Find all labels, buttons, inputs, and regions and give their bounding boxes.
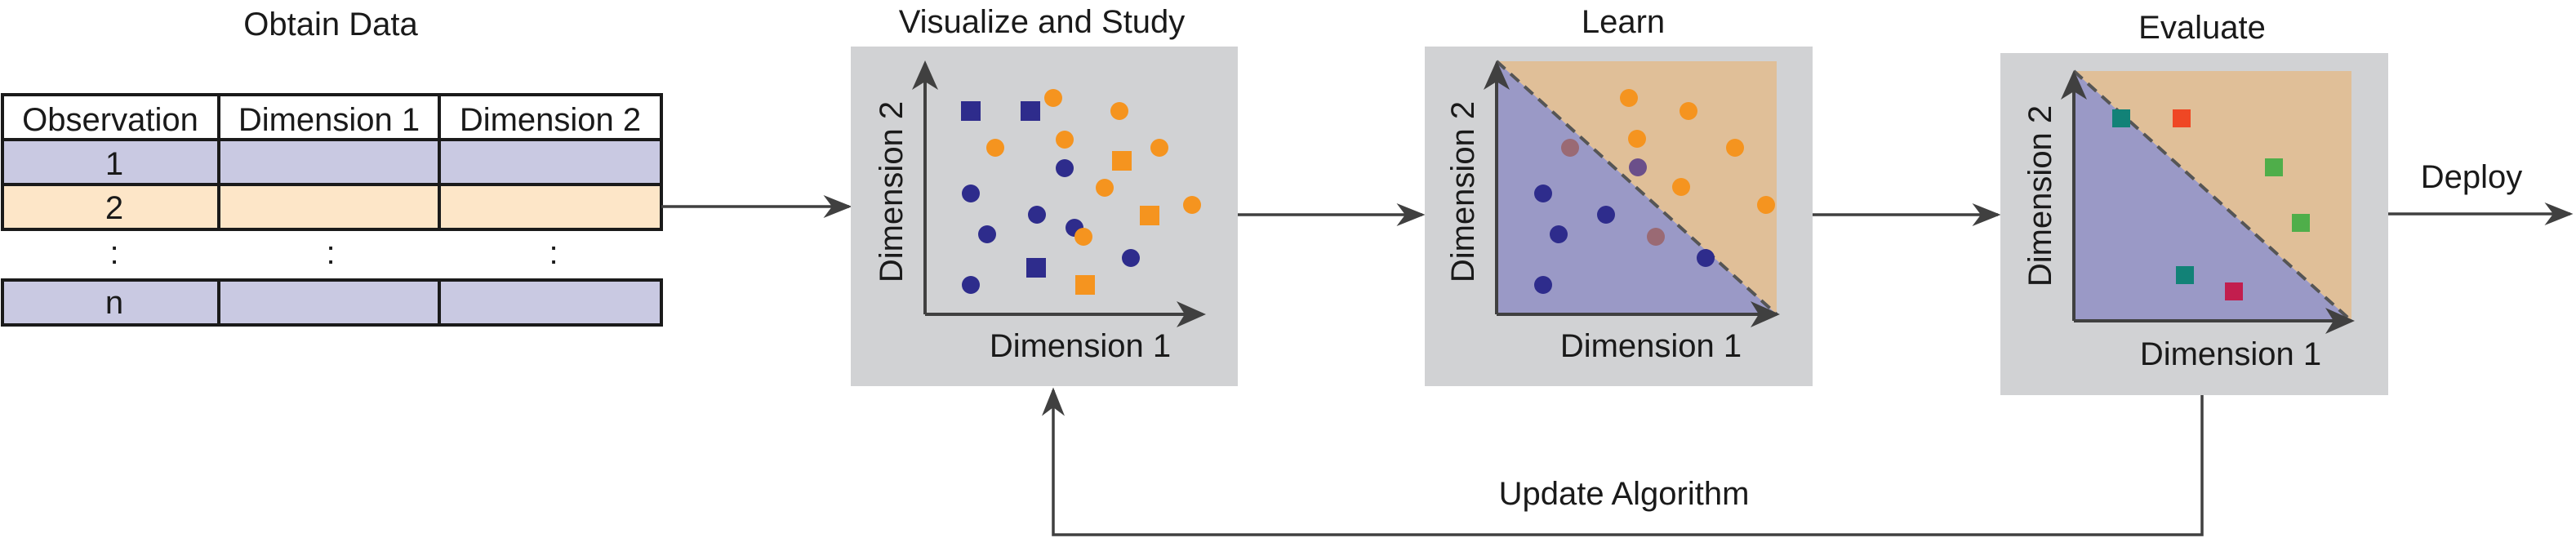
test-point-square [2176, 266, 2194, 284]
y-axis-label: Dimension 2 [2022, 105, 2058, 287]
data-point-circle [1628, 130, 1646, 148]
table-cell [438, 183, 663, 231]
table-header-dimension-2: Dimension 2 [460, 102, 641, 138]
table-cell [438, 138, 663, 186]
data-point-circle [1150, 139, 1168, 157]
stage-title-obtain: Obtain Data [243, 7, 418, 42]
x-axis-label: Dimension 1 [990, 328, 1171, 364]
x-axis-label: Dimension 1 [1560, 328, 1742, 364]
learn-stage: Learn Dimension 1 Dimension 2 [1425, 4, 1813, 386]
data-point-circle [1647, 228, 1665, 246]
test-point-square [2292, 214, 2310, 232]
data-point-square [1075, 275, 1095, 295]
x-axis-label: Dimension 1 [2140, 336, 2321, 372]
data-point-circle [1620, 89, 1638, 107]
test-point-square [2112, 109, 2130, 127]
data-point-circle [1672, 178, 1690, 196]
table-ellipsis: : [549, 235, 558, 271]
data-point-square [1112, 151, 1132, 171]
data-point-circle [1550, 225, 1568, 243]
test-point-square [2173, 109, 2191, 127]
data-point-circle [1629, 158, 1647, 176]
data-point-circle [1534, 276, 1552, 294]
table-ellipsis: : [326, 235, 335, 271]
table-row-label-n: n [105, 285, 123, 321]
data-point-square [1140, 206, 1159, 225]
stage-title-learn: Learn [1582, 4, 1665, 40]
update-loop-arrow [1042, 387, 2204, 536]
table-cell [217, 138, 441, 186]
data-point-circle [1726, 139, 1744, 157]
data-point-circle [1044, 89, 1062, 107]
table-cell [1, 183, 220, 231]
data-point-circle [962, 276, 980, 294]
table-row-label-1: 1 [105, 146, 123, 182]
class-region-blue [2074, 71, 2351, 321]
data-point-square [961, 101, 981, 121]
table-row-label-2: 2 [105, 190, 123, 226]
data-point-circle [1697, 249, 1715, 267]
data-point-circle [978, 225, 996, 243]
decision-boundary [1495, 60, 1778, 316]
test-point-square [2225, 282, 2243, 300]
data-point-circle [1597, 206, 1615, 224]
data-point-circle [986, 139, 1004, 157]
data-point-circle [1183, 196, 1201, 214]
data-point-circle [1074, 228, 1092, 246]
data-point-circle [1534, 185, 1552, 202]
data-point-circle [1110, 102, 1128, 120]
test-point-square [2265, 158, 2283, 176]
data-point-square [1021, 101, 1040, 121]
data-point-circle [1122, 249, 1140, 267]
y-axis-label: Dimension 2 [1445, 101, 1481, 282]
deploy-label: Deploy [2421, 159, 2523, 195]
data-point-circle [1757, 196, 1775, 214]
table-cell [438, 278, 663, 327]
data-point-circle [962, 185, 980, 202]
data-table: Observation Dimension 1 Dimension 2 1 2 … [1, 93, 663, 327]
table-header-dimension-1: Dimension 1 [238, 102, 420, 138]
stage-title-evaluate: Evaluate [2138, 10, 2266, 46]
y-axis-label: Dimension 2 [874, 101, 910, 282]
table-ellipsis: : [109, 235, 118, 271]
evaluate-stage: Evaluate Dimension 1 Dimension 2 [2000, 10, 2388, 395]
data-point-circle [1028, 206, 1046, 224]
table-cell [217, 278, 441, 327]
data-point-circle [1561, 139, 1579, 157]
stage-title-visualize: Visualize and Study [899, 4, 1186, 40]
visualize-stage: Visualize and Study Dimension 1 Dimensio… [851, 4, 1238, 386]
data-point-circle [1056, 159, 1074, 177]
data-point-circle [1096, 179, 1114, 197]
table-cell [1, 278, 220, 327]
data-point-circle [1680, 102, 1697, 120]
data-point-square [1026, 258, 1046, 278]
data-point-circle [1056, 131, 1074, 149]
update-algorithm-label: Update Algorithm [1499, 476, 1750, 512]
table-header-observation: Observation [22, 102, 198, 138]
obtain-data-stage: Obtain Data Observation Dimension 1 Dime… [1, 7, 663, 327]
table-cell [217, 183, 441, 231]
